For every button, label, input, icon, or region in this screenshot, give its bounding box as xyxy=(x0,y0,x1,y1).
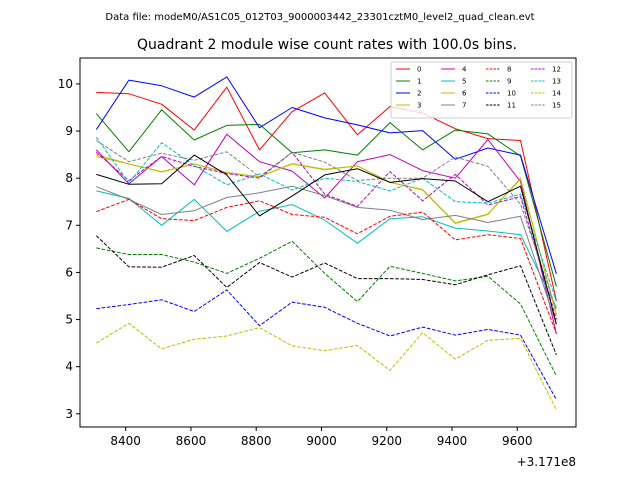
legend-label: 5 xyxy=(462,78,466,86)
legend-label: 9 xyxy=(507,78,511,86)
legend-label: 11 xyxy=(507,102,516,110)
legend-label: 7 xyxy=(462,102,466,110)
series-line-8 xyxy=(96,198,557,334)
x-tick-label: 9400 xyxy=(437,434,468,448)
legend-label: 14 xyxy=(552,90,561,98)
y-tick-label: 8 xyxy=(65,171,73,185)
legend-label: 12 xyxy=(552,66,561,74)
series-line-4 xyxy=(95,133,557,334)
legend-label: 4 xyxy=(462,66,467,74)
legend-label: 8 xyxy=(507,66,511,74)
legend-label: 10 xyxy=(507,90,516,98)
axis-ticks: 8400 8600 8800 9000 9200 9400 9600 3 4 5 6 7 8 9 10 xyxy=(58,77,533,448)
legend-label: 3 xyxy=(417,102,421,110)
series-line-12 xyxy=(95,151,557,320)
series-line-6 xyxy=(96,156,557,315)
legend-label: 13 xyxy=(552,78,561,86)
y-tick-label: 4 xyxy=(65,360,73,374)
y-tick-label: 3 xyxy=(65,407,73,421)
y-tick-label: 10 xyxy=(58,77,73,91)
series-line-14 xyxy=(96,322,557,411)
x-tick-label: 9200 xyxy=(371,434,402,448)
plot-lines xyxy=(95,76,557,411)
series-line-0 xyxy=(96,86,557,301)
series-line-1 xyxy=(95,109,557,287)
chart-title: Quadrant 2 module wise count rates with … xyxy=(137,37,517,53)
x-tick-label: 8800 xyxy=(241,434,272,448)
chart-suptitle: Data file: modeM0/AS1C05_012T03_90000034… xyxy=(105,12,534,23)
series-line-11 xyxy=(95,235,557,356)
series-line-black xyxy=(96,154,557,325)
series-line-10 xyxy=(96,289,557,400)
series-line-15 xyxy=(96,140,557,311)
x-tick-label: 8400 xyxy=(110,434,141,448)
legend-label: 6 xyxy=(462,90,467,98)
legend-label: 1 xyxy=(417,78,421,86)
x-tick-label: 9000 xyxy=(306,434,337,448)
legend-box xyxy=(390,61,573,119)
x-tick-label: 9600 xyxy=(502,434,533,448)
series-line-9 xyxy=(96,240,557,377)
y-tick-label: 7 xyxy=(65,218,73,232)
x-offset-label: +3.171e8 xyxy=(517,455,576,469)
plot-frame xyxy=(79,57,577,428)
series-line-5 xyxy=(96,190,557,309)
y-tick-label: 6 xyxy=(65,265,73,279)
legend-label: 0 xyxy=(417,66,421,74)
x-tick-label: 8600 xyxy=(176,434,207,448)
series-line-7 xyxy=(96,185,557,325)
y-tick-label: 5 xyxy=(65,313,73,327)
legend-label: 2 xyxy=(417,90,421,98)
legend-label: 15 xyxy=(552,102,561,110)
y-tick-label: 9 xyxy=(65,124,73,138)
